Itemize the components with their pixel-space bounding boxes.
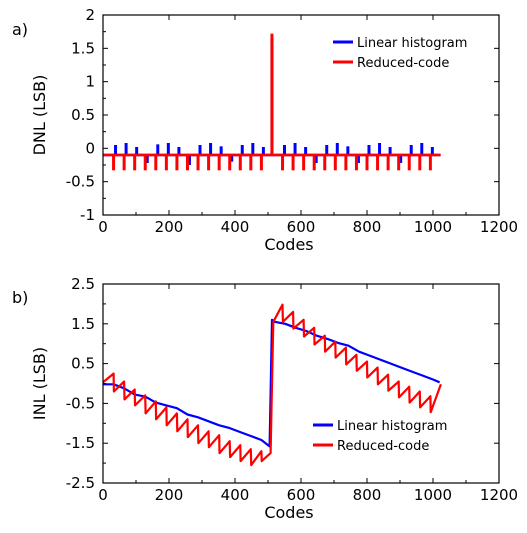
x-tick-label: 600 [287, 218, 316, 236]
x-axis-label: Codes [264, 503, 313, 522]
legend: Linear histogram Reduced-code [313, 419, 447, 454]
series-reduced-code-line [103, 303, 442, 467]
x-tick-label: 800 [353, 486, 382, 504]
y-tick-label: -1.5 [66, 434, 95, 452]
y-tick-label: 1 [85, 73, 95, 91]
y-tick-label: -2.5 [66, 474, 95, 492]
x-tick-label: 1200 [480, 218, 518, 236]
x-tick-label: 0 [98, 486, 108, 504]
y-tick-label: 0.5 [71, 106, 95, 124]
x-tick-label: 800 [353, 218, 382, 236]
chart-panel-inl: 0 200 400 600 800 1000 1200 -2.5 -1.5 -0.5 0.5 1.5 2… [12, 275, 518, 522]
y-tick-label: 1.5 [71, 39, 95, 57]
y-tick-label: 1.5 [71, 315, 95, 333]
y-tick-label: 2.5 [71, 275, 95, 293]
series-group [103, 303, 442, 467]
x-tick-label: 200 [155, 486, 184, 504]
y-tick-label: -1 [80, 206, 95, 224]
legend-label: Linear histogram [357, 36, 467, 51]
legend-label: Reduced-code [357, 56, 449, 71]
x-axis-label: Codes [264, 235, 313, 254]
x-tick-label: 1000 [414, 486, 452, 504]
panel-label: a) [12, 20, 28, 39]
x-tick-label: 400 [221, 218, 250, 236]
y-tick-label: 2 [85, 6, 95, 24]
y-tick-label: 0 [85, 139, 95, 157]
y-axis-label: DNL (LSB) [30, 75, 49, 156]
x-tick-label: 200 [155, 218, 184, 236]
x-tick-label: 1200 [480, 486, 518, 504]
panel-label: b) [12, 288, 28, 307]
legend-label: Linear histogram [337, 419, 447, 434]
plot-frame [102, 283, 500, 484]
chart-panel-dnl: 0 200 400 600 800 1000 1200 -1 -0.5 0 0.5 1 1.5 2 Code… [12, 6, 518, 254]
x-tick-label: 0 [98, 218, 108, 236]
y-axis-label: INL (LSB) [30, 347, 49, 420]
series-linear-histogram-line [103, 318, 441, 448]
x-tick-label: 600 [287, 486, 316, 504]
series-group [103, 33, 441, 171]
legend: Linear histogram Reduced-code [333, 36, 467, 71]
y-tick-label: -0.5 [66, 173, 95, 191]
x-tick-label: 1000 [414, 218, 452, 236]
y-tick-label: 0.5 [71, 355, 95, 373]
legend-label: Reduced-code [337, 439, 429, 454]
x-tick-label: 400 [221, 486, 250, 504]
y-tick-label: -0.5 [66, 394, 95, 412]
